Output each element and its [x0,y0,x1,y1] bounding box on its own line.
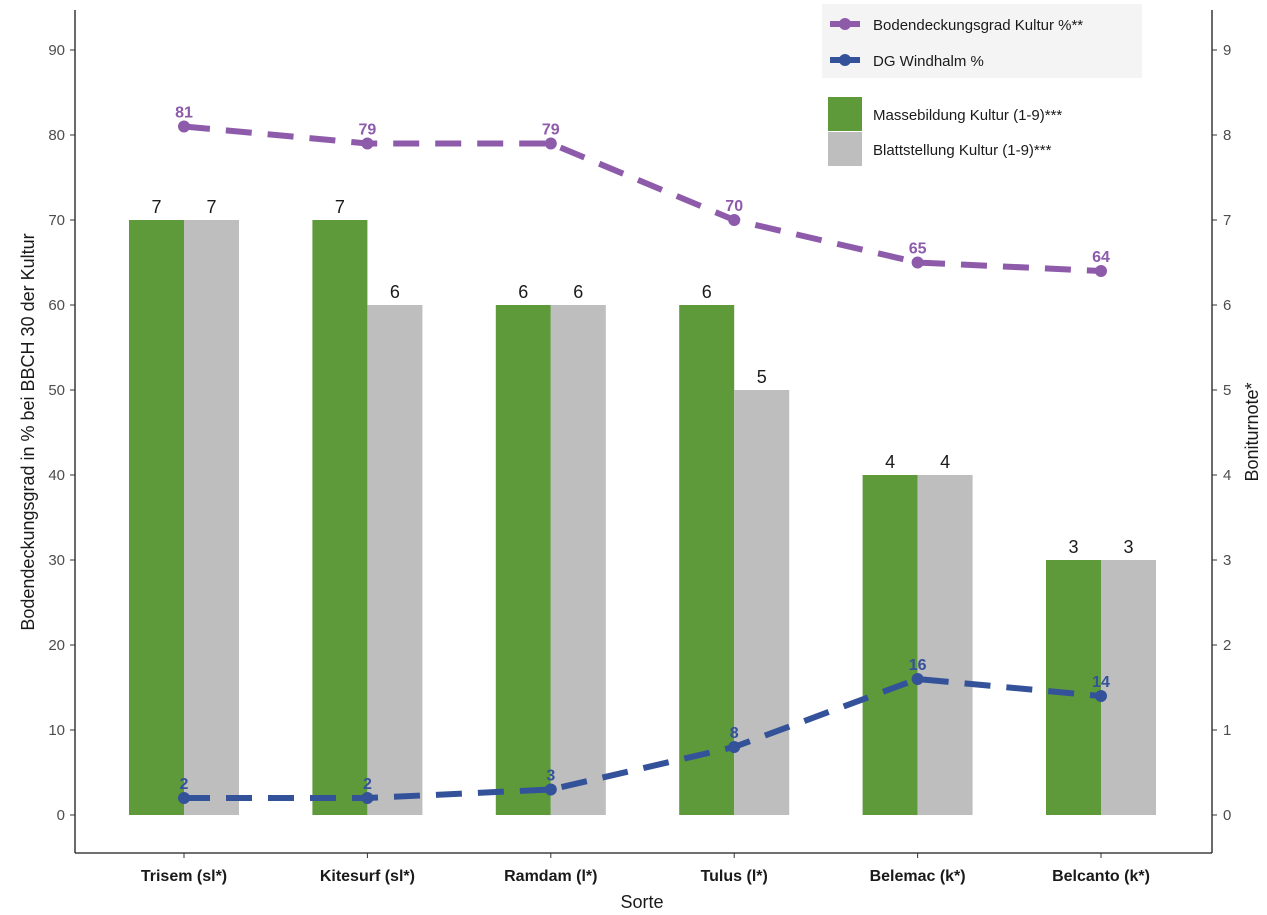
line-point [1095,690,1107,702]
bar-massebildung [862,475,918,815]
line-point-label: 70 [725,198,743,215]
legend-point-key [839,18,851,30]
x-category-label: Tulus (l*) [701,868,768,885]
line-point [544,783,557,796]
y-left-tick-label: 90 [48,42,65,59]
y-right-tick-label: 2 [1223,637,1231,654]
x-category-label: Trisem (sl*) [141,868,227,885]
bar-value-label: 5 [757,367,767,387]
legend-line-label: Bodendeckungsgrad Kultur %** [873,17,1083,34]
y-right-tick-label: 9 [1223,42,1231,59]
line-point-label: 3 [546,768,555,785]
bar-value-label: 3 [1123,537,1133,557]
bar-massebildung [495,305,551,815]
y-left-tick-label: 60 [48,297,65,314]
y-left-tick-label: 80 [48,127,65,144]
line-point [361,792,374,804]
bar-value-label: 3 [1068,537,1078,557]
x-category-label: Belcanto (k*) [1052,868,1150,885]
y-axis-right-title: Boniturnote* [1242,382,1262,481]
y-left-tick-label: 70 [48,212,65,229]
bar-value-label: 7 [151,197,161,217]
bar-value-label: 4 [885,452,895,472]
bar-value-label: 4 [940,452,950,472]
line-point [1095,265,1107,277]
line-point [911,256,924,269]
x-category-label: Belemac (k*) [870,868,966,885]
bar-value-label: 7 [206,197,216,217]
line-point-label: 14 [1092,674,1110,691]
x-category-label: Ramdam (l*) [504,868,597,885]
y-left-tick-label: 30 [48,552,65,569]
line-point [544,137,557,150]
y-left-tick-label: 10 [48,722,65,739]
legend-line-label: DG Windhalm % [873,53,984,70]
line-point-label: 79 [359,122,377,139]
bar-massebildung [129,220,184,815]
line-point [911,673,924,685]
line-point-label: 16 [909,657,927,674]
y-right-tick-label: 8 [1223,127,1231,144]
line-point [728,214,741,226]
bar-value-label: 6 [518,282,528,302]
y-right-tick-label: 0 [1223,807,1231,824]
line-point [361,137,374,150]
y-right-tick-label: 1 [1223,722,1231,739]
bar-value-label: 6 [573,282,583,302]
legend-lines-background [822,4,1142,78]
legend-bar-label: Blattstellung Kultur (1-9)*** [873,142,1052,159]
x-axis-title: Sorte [620,892,663,912]
axes-group: 0 10 20 30 40 50 60 70 80 90 0 1 2 3 4 5 6 7 8 9 Trisem (sl*… [48,10,1231,885]
line-point-label: 2 [180,776,189,793]
bar-blattstellung [734,390,790,815]
bar-value-label: 7 [335,197,345,217]
line-point [178,120,190,133]
y-right-tick-label: 5 [1223,382,1231,399]
line-point-label: 2 [363,776,372,793]
bar-blattstellung [367,305,423,815]
y-right-tick-label: 3 [1223,552,1231,569]
line-bodendeckungsgrad [183,123,1102,274]
bar-massebildung [312,220,368,815]
y-right-tick-label: 6 [1223,297,1231,314]
legend-bar-key [828,132,862,166]
legend-point-key [839,54,851,66]
bar-massebildung [679,305,735,815]
bar-blattstellung [1101,560,1156,815]
bar-value-label: 6 [390,282,400,302]
bar-blattstellung [184,220,239,815]
legend: Bodendeckungsgrad Kultur %** DG Windhalm … [822,4,1142,166]
line-point-label: 64 [1092,249,1110,266]
bar-massebildung [1046,560,1101,815]
line-windhalm [184,675,1102,801]
line-point-label: 79 [542,122,560,139]
line-point [178,792,190,804]
line-point-label: 81 [175,105,193,122]
y-right-tick-label: 4 [1223,467,1231,484]
x-category-label: Kitesurf (sl*) [320,868,415,885]
y-left-tick-label: 20 [48,637,65,654]
y-axis-left-title: Bodendeckungsgrad in % bei BBCH 30 der K… [18,233,38,630]
y-right-tick-label: 7 [1223,212,1231,229]
bar-value-label: 6 [702,282,712,302]
y-left-tick-label: 50 [48,382,65,399]
line-point-label: 65 [909,241,927,258]
y-left-tick-label: 0 [57,807,65,824]
line-point [728,741,741,753]
line-point-label: 8 [730,725,739,742]
y-left-tick-label: 40 [48,467,65,484]
bar-blattstellung [550,305,606,815]
bar-blattstellung [917,475,973,815]
legend-bar-label: Massebildung Kultur (1-9)*** [873,107,1062,124]
legend-bar-key [828,97,862,131]
